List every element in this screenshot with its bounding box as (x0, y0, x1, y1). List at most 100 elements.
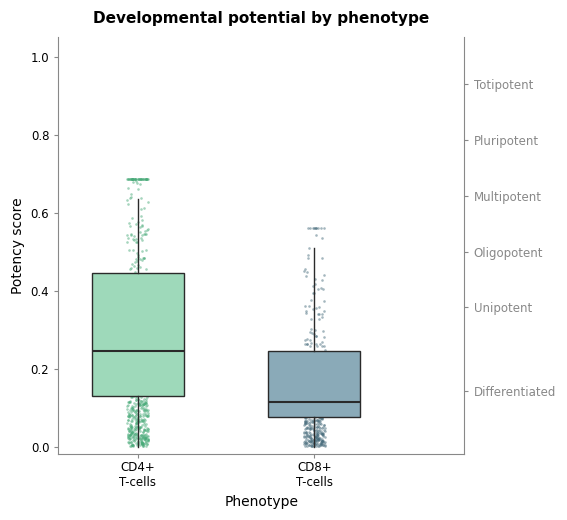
Point (142, 288, 151, 296)
Point (125, 357, 134, 365)
Point (139, 382, 149, 391)
Point (303, 389, 312, 397)
Point (141, 298, 150, 307)
Point (308, 393, 318, 401)
Point (133, 175, 142, 184)
Point (133, 440, 142, 448)
Point (141, 422, 150, 430)
Point (136, 372, 145, 381)
Point (318, 233, 327, 242)
Point (318, 414, 327, 423)
Point (141, 370, 150, 378)
Point (137, 437, 146, 445)
Point (132, 439, 141, 447)
Point (135, 320, 144, 328)
Point (123, 402, 132, 410)
Point (138, 401, 147, 409)
Point (308, 409, 318, 417)
Point (308, 430, 317, 438)
Point (140, 411, 149, 419)
Point (143, 198, 153, 206)
Point (125, 175, 134, 184)
Point (301, 419, 310, 427)
Point (306, 412, 315, 420)
Point (319, 361, 328, 369)
Point (311, 395, 320, 403)
Point (143, 426, 153, 435)
Point (126, 357, 135, 366)
Point (125, 390, 134, 398)
Point (131, 434, 140, 442)
Point (124, 219, 133, 227)
Point (319, 431, 328, 439)
Point (301, 393, 310, 401)
Point (131, 366, 140, 374)
Point (302, 431, 311, 439)
Point (126, 411, 135, 419)
Point (320, 271, 329, 280)
Point (139, 385, 148, 393)
Point (318, 276, 327, 284)
Point (138, 439, 147, 448)
Point (319, 407, 328, 415)
Point (135, 435, 144, 443)
Point (306, 356, 315, 365)
Point (312, 332, 321, 340)
Point (142, 411, 151, 420)
Point (140, 354, 149, 362)
Point (303, 404, 312, 412)
Point (134, 368, 143, 376)
Point (316, 439, 325, 448)
Point (130, 175, 139, 184)
Point (133, 302, 142, 310)
Point (128, 280, 137, 289)
Point (134, 250, 143, 258)
Point (125, 194, 134, 202)
Point (143, 425, 153, 433)
Point (143, 359, 152, 367)
Point (128, 393, 137, 401)
Point (314, 435, 323, 443)
Point (125, 301, 134, 309)
Point (134, 274, 143, 282)
Point (319, 404, 328, 412)
Point (312, 434, 321, 443)
Point (132, 434, 141, 443)
Point (125, 346, 134, 355)
Point (319, 405, 328, 413)
Point (138, 428, 147, 436)
Point (301, 408, 310, 416)
Point (131, 423, 140, 432)
Point (135, 369, 144, 378)
Point (313, 403, 322, 411)
Point (129, 321, 138, 330)
Point (302, 386, 311, 395)
Point (302, 358, 311, 366)
Point (138, 302, 147, 310)
Point (125, 331, 134, 339)
Point (299, 367, 308, 375)
Point (135, 424, 144, 432)
Point (124, 432, 133, 440)
Point (320, 411, 329, 420)
Point (302, 438, 311, 447)
Point (134, 351, 143, 359)
Point (134, 390, 143, 398)
Point (130, 388, 139, 396)
Point (137, 287, 146, 295)
Point (123, 367, 132, 375)
Point (126, 438, 135, 446)
Point (307, 354, 316, 362)
Point (126, 230, 136, 238)
Point (141, 338, 150, 346)
Point (130, 412, 139, 420)
Point (318, 342, 327, 350)
Point (132, 411, 141, 419)
Point (136, 205, 145, 213)
Point (126, 417, 136, 425)
Point (130, 175, 139, 184)
Point (137, 439, 146, 447)
Point (302, 419, 311, 427)
Point (312, 431, 321, 439)
Point (132, 175, 141, 184)
